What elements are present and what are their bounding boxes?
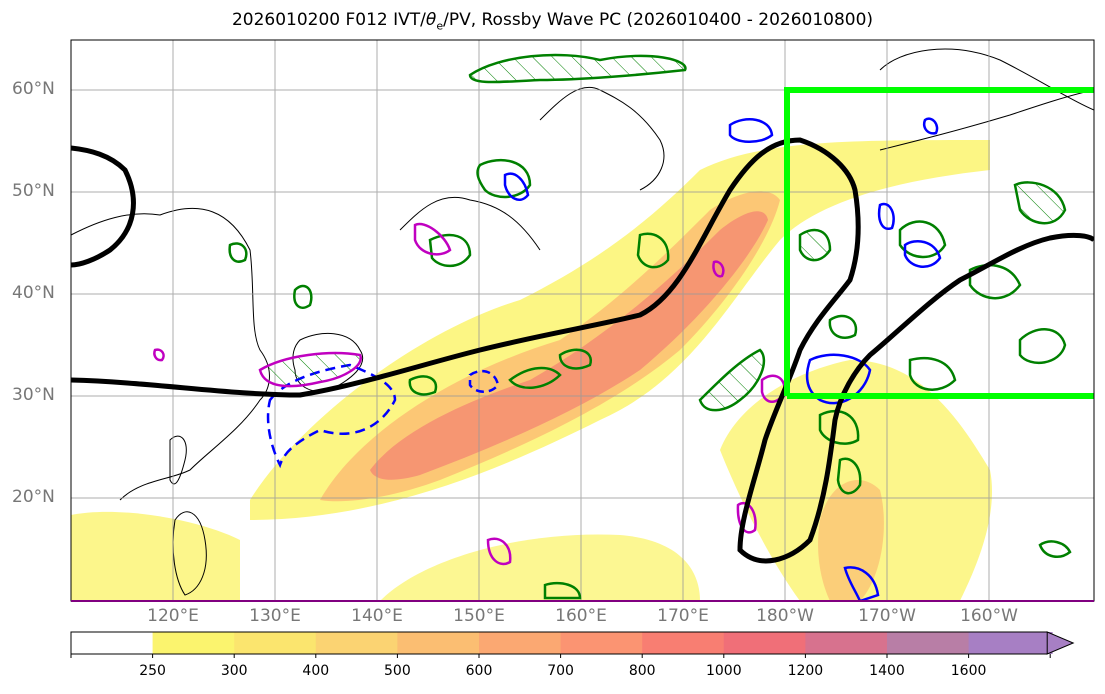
colorbar-label: 1600 [950,663,987,679]
lon-label-120e: 120°E [147,606,199,626]
rossby-wave-contours [71,137,1094,564]
lon-label-150e: 150°E [453,606,505,626]
lat-label-50: 50°N [12,181,55,201]
colorbar-label: 300 [220,663,248,679]
colorbar-segment [642,632,725,654]
lon-label-170e: 170°E [657,606,709,626]
colorbar-label: 700 [547,663,574,679]
colorbar-segment [234,632,317,654]
region-box [784,87,1094,399]
colorbar-label: 600 [465,663,493,679]
colorbar-label: 1400 [869,663,905,679]
lat-label-40: 40°N [12,283,55,303]
lat-label-30: 30°N [12,385,55,405]
lon-label-130e: 130°E [249,606,301,626]
ivt-band-south2 [380,534,700,601]
colorbar-segment [152,632,235,654]
ivt-band-south [71,511,240,601]
ivt-shading [71,140,993,601]
pv-magenta-contours [153,222,787,566]
colorbar-label: 400 [302,663,330,679]
colorbar-segment [315,632,398,654]
ivt-east-core [818,480,884,601]
colorbar-label: 250 [139,663,166,679]
colorbar-label: 500 [384,663,411,679]
colorbar-segment [560,632,643,654]
ivt-band-high [370,211,768,480]
colorbar-extend-arrow [1046,631,1075,655]
lat-label-60: 60°N [12,79,55,99]
graticule [71,40,1094,601]
colorbar-label: 1000 [705,663,742,679]
colorbar-segment [968,632,1053,654]
lon-label-170w: 170°W [858,606,916,626]
colorbar [70,631,1075,658]
map-title: 2026010200 F012 IVT/θe/PV, Rossby Wave P… [231,10,874,33]
colorbar-label: 800 [628,663,656,679]
lat-label-20: 20°N [12,487,55,507]
colorbar-segment [723,632,806,654]
colorbar-segment [479,632,562,654]
lon-label-160w: 160°W [960,606,1018,626]
colorbar-segment [887,632,970,654]
colorbar-outline [70,631,1048,655]
lon-label-140e: 140°E [351,606,403,626]
colorbar-segment [397,632,480,654]
colorbar-segment [805,632,888,654]
colorbar-label: 1200 [787,663,824,679]
colorbar-segment [71,632,154,654]
lon-label-180w: 180°W [756,606,814,626]
lon-label-160e: 160°E [555,606,607,626]
